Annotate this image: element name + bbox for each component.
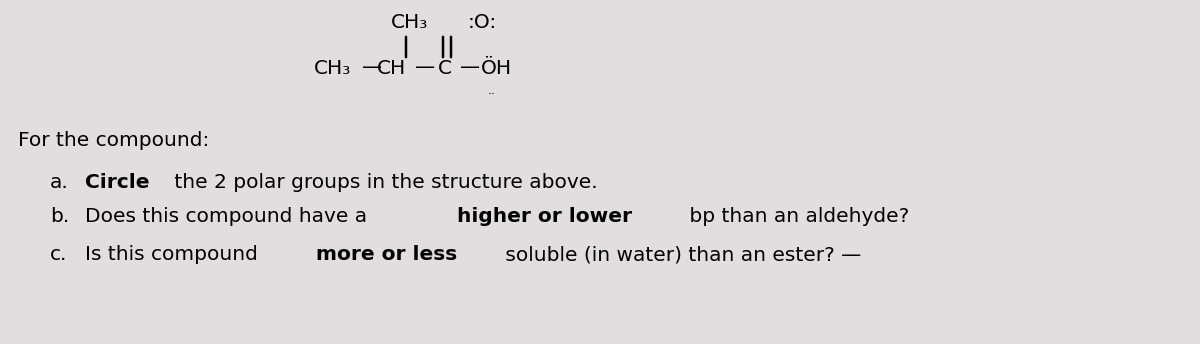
Text: :O:: :O: (467, 12, 497, 32)
Text: bp than an aldehyde?: bp than an aldehyde? (683, 207, 910, 226)
Text: c.: c. (50, 246, 67, 265)
Text: higher or lower: higher or lower (457, 207, 632, 226)
Text: For the compound:: For the compound: (18, 130, 209, 150)
Text: b.: b. (50, 207, 70, 226)
Text: the 2 polar groups in the structure above.: the 2 polar groups in the structure abov… (168, 173, 598, 193)
Text: —: — (460, 58, 480, 77)
Text: CH₃: CH₃ (314, 58, 352, 77)
Text: more or less: more or less (317, 246, 457, 265)
Text: CH₃: CH₃ (391, 12, 428, 32)
Text: ÖH: ÖH (480, 58, 511, 77)
Text: a.: a. (50, 173, 68, 193)
Text: C: C (438, 58, 452, 77)
Text: Does this compound have a: Does this compound have a (85, 207, 373, 226)
Text: CH: CH (377, 58, 407, 77)
Text: —: — (415, 58, 436, 77)
Text: ..: .. (488, 84, 496, 97)
Text: —: — (362, 58, 382, 77)
Text: Circle: Circle (85, 173, 150, 193)
Text: Is this compound: Is this compound (85, 246, 264, 265)
Text: soluble (in water) than an ester? —: soluble (in water) than an ester? — (498, 246, 860, 265)
